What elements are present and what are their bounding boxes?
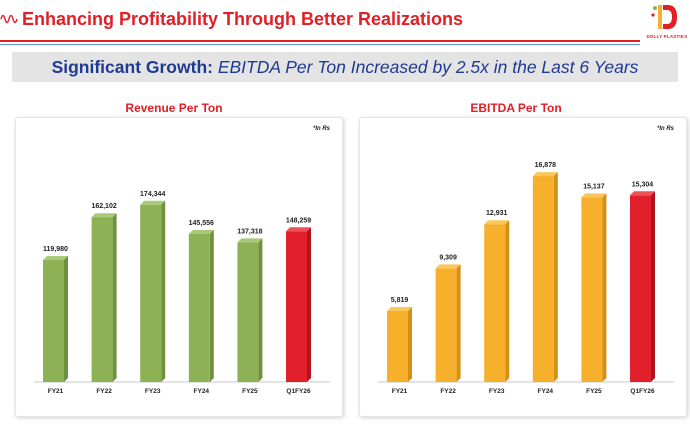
ebitda-x-tick-label: Q1FY26 [630, 388, 655, 395]
revenue-x-tick-label: FY23 [145, 388, 161, 395]
ebitda-x-tick-label: FY21 [392, 388, 408, 395]
revenue-x-tick-label: FY22 [96, 388, 112, 395]
ebitda-value-label: 9,309 [439, 254, 457, 261]
ebitda-bar-fy23 [484, 220, 510, 382]
logo-mark-icon [651, 5, 677, 29]
title-underline-blue [0, 44, 640, 45]
ebitda-bar-fy25 [581, 193, 607, 382]
revenue-x-tick-label: FY24 [194, 388, 210, 395]
revenue-value-label: 162,102 [91, 203, 116, 210]
headline-banner: Significant Growth: EBITDA Per Ton Incre… [12, 52, 678, 82]
squiggle-decoration-icon [0, 14, 18, 24]
ebitda-chart: 5,819 FY21 9,309 FY22 12,931 FY23 16,878 FY24 15… [378, 162, 674, 395]
company-logo: DOLLY PLASTIKS [644, 2, 690, 42]
revenue-bar-fy24 [188, 230, 214, 382]
revenue-x-tick-label: Q1FY26 [286, 388, 311, 395]
revenue-unit-note: *In Rs [312, 126, 330, 132]
revenue-value-label: 119,980 [43, 246, 68, 253]
revenue-chart-title: Revenue Per Ton [125, 101, 223, 115]
ebitda-bar-fy21 [387, 307, 412, 382]
revenue-value-label: 137,318 [237, 228, 262, 235]
ebitda-value-label: 5,819 [391, 297, 409, 304]
ebitda-chart-title: EBITDA Per Ton [470, 101, 562, 115]
revenue-x-tick-label: FY25 [242, 388, 258, 395]
page-title: Enhancing Profitability Through Better R… [22, 9, 464, 29]
revenue-bar-fy23 [140, 200, 166, 382]
ebitda-value-label: 15,304 [632, 181, 654, 188]
ebitda-bar-q1fy26 [630, 191, 655, 382]
ebitda-value-label: 16,878 [535, 162, 557, 169]
revenue-value-label: 174,344 [140, 191, 165, 198]
ebitda-x-tick-label: FY24 [538, 388, 554, 395]
ebitda-value-label: 12,931 [486, 210, 508, 217]
ebitda-bar-fy24 [532, 172, 558, 382]
revenue-x-tick-label: FY21 [48, 388, 64, 395]
ebitda-unit-note: *In Rs [656, 126, 674, 132]
logo-text: DOLLY PLASTIKS [646, 34, 688, 39]
revenue-chart-panel: *In Rs 119,980 FY21 162,102 FY22 174,344 FY23… [15, 117, 343, 417]
banner-italic-text: EBITDA Per Ton Increased by 2.5x in the … [212, 57, 639, 77]
revenue-value-label: 145,556 [189, 220, 214, 227]
revenue-bar-fy21 [43, 256, 68, 382]
revenue-chart: 119,980 FY21 162,102 FY22 174,344 FY23 145,556… [34, 191, 330, 395]
ebitda-bar-fy22 [435, 264, 461, 382]
banner-bold-text: Significant Growth: [51, 57, 213, 77]
ebitda-value-label: 15,137 [583, 183, 605, 190]
revenue-bar-q1fy26 [286, 227, 311, 382]
ebitda-x-tick-label: FY22 [440, 388, 456, 395]
revenue-bar-fy22 [91, 213, 117, 382]
title-bar: Enhancing Profitability Through Better R… [0, 0, 690, 42]
ebitda-chart-panel: *In Rs 5,819 FY21 9,309 FY22 12,931 FY23 16,87… [359, 117, 687, 417]
ebitda-x-tick-label: FY23 [489, 388, 505, 395]
revenue-value-label: 148,259 [286, 217, 311, 224]
title-underline-red [0, 40, 640, 42]
ebitda-x-tick-label: FY25 [586, 388, 602, 395]
revenue-bar-fy25 [237, 238, 263, 382]
